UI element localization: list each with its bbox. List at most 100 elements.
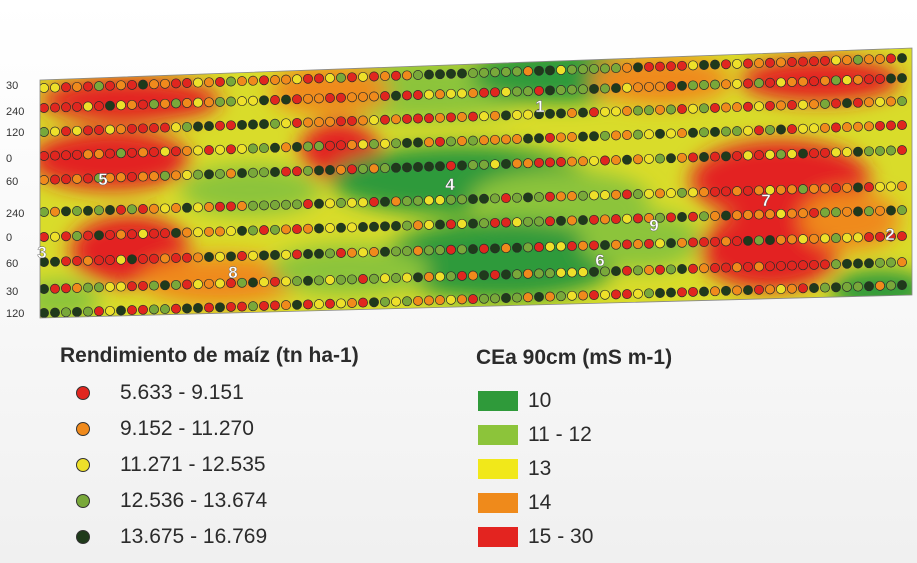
yield-point bbox=[556, 85, 566, 95]
yield-point bbox=[204, 302, 214, 313]
yield-point bbox=[688, 127, 698, 138]
yield-point bbox=[72, 283, 82, 293]
yield-point bbox=[732, 126, 742, 137]
yield-point bbox=[523, 216, 533, 227]
yield-point bbox=[666, 81, 676, 92]
yield-point bbox=[523, 292, 533, 303]
yield-point bbox=[490, 217, 500, 228]
yield-point bbox=[545, 191, 555, 202]
yield-point bbox=[897, 96, 907, 107]
yield-point bbox=[699, 263, 709, 274]
yield-point bbox=[160, 304, 170, 315]
yield-point bbox=[138, 228, 148, 239]
yield-point bbox=[292, 74, 302, 85]
yield-point bbox=[50, 126, 60, 137]
yield-point bbox=[688, 103, 698, 114]
yield-point bbox=[490, 269, 500, 280]
yield-point bbox=[556, 108, 566, 119]
yield-point bbox=[677, 237, 687, 248]
yield-point bbox=[61, 206, 71, 217]
row-label: 30 bbox=[6, 80, 19, 92]
yield-point bbox=[259, 143, 269, 154]
cea-legend-swatch bbox=[478, 527, 518, 547]
yield-point bbox=[479, 87, 489, 98]
yield-point bbox=[259, 277, 269, 288]
yield-point bbox=[248, 143, 258, 154]
yield-legend-item: 9.152 - 11.270 bbox=[76, 414, 254, 444]
yield-point bbox=[721, 262, 731, 273]
yield-point bbox=[842, 55, 852, 66]
yield-point bbox=[897, 181, 907, 192]
yield-point bbox=[699, 80, 709, 90]
yield-point bbox=[314, 141, 324, 152]
yield-point bbox=[611, 289, 621, 300]
yield-point bbox=[369, 197, 379, 207]
cea-legend-item: 15 - 30 bbox=[478, 523, 593, 551]
yield-point bbox=[578, 267, 588, 278]
yield-point bbox=[468, 244, 478, 255]
yield-point bbox=[809, 99, 819, 110]
yield-point bbox=[776, 284, 786, 295]
yield-legend-label: 9.152 - 11.270 bbox=[120, 417, 254, 440]
yield-point bbox=[391, 114, 401, 125]
yield-point bbox=[391, 246, 401, 257]
yield-point bbox=[226, 301, 236, 312]
yield-point bbox=[336, 92, 346, 103]
yield-point bbox=[424, 137, 434, 148]
yield-point bbox=[688, 187, 698, 198]
yield-point bbox=[204, 226, 214, 237]
yield-point bbox=[336, 72, 346, 83]
yield-point bbox=[479, 243, 489, 254]
yield-point bbox=[633, 288, 643, 299]
yield-point bbox=[710, 211, 720, 221]
yield-point bbox=[743, 125, 753, 136]
yield-point bbox=[303, 249, 313, 259]
yield-point bbox=[710, 263, 720, 273]
yield-point bbox=[567, 64, 577, 75]
yield-point bbox=[523, 133, 533, 144]
yield-point bbox=[677, 104, 687, 115]
yield-legend-item: 13.675 - 16.769 bbox=[76, 522, 267, 552]
zone-label: 1 bbox=[535, 97, 544, 116]
cea-legend-item: 10 bbox=[478, 387, 551, 415]
yield-point bbox=[402, 90, 412, 101]
yield-point bbox=[314, 117, 324, 128]
yield-legend-item: 12.536 - 13.674 bbox=[76, 486, 267, 516]
yield-point bbox=[182, 202, 192, 213]
yield-point bbox=[765, 209, 775, 220]
cea-legend-label: 10 bbox=[528, 389, 552, 412]
yield-point bbox=[138, 304, 148, 315]
yield-point bbox=[842, 122, 852, 133]
yield-point bbox=[424, 195, 434, 206]
yield-point bbox=[853, 54, 863, 65]
yield-point bbox=[391, 221, 401, 231]
yield-point bbox=[886, 120, 896, 131]
yield-point bbox=[688, 60, 698, 71]
yield-point bbox=[83, 149, 93, 160]
yield-point bbox=[248, 250, 258, 261]
yield-point bbox=[875, 205, 885, 216]
yield-point bbox=[237, 96, 247, 107]
yield-point bbox=[787, 124, 797, 135]
yield-point bbox=[578, 107, 588, 118]
yield-point bbox=[127, 99, 137, 110]
yield-point bbox=[281, 199, 291, 210]
yield-point bbox=[94, 173, 104, 184]
yield-point bbox=[325, 73, 335, 83]
yield-point bbox=[600, 106, 610, 117]
yield-point bbox=[479, 67, 489, 78]
yield-point bbox=[864, 97, 874, 108]
yield-point bbox=[50, 283, 60, 294]
yield-point bbox=[369, 221, 379, 232]
yield-point bbox=[424, 89, 434, 100]
yield-point bbox=[160, 170, 170, 181]
yield-point bbox=[446, 244, 456, 255]
yield-point bbox=[479, 293, 489, 304]
yield-point bbox=[666, 264, 676, 275]
yield-point bbox=[633, 154, 643, 165]
yield-point bbox=[149, 228, 159, 239]
yield-point bbox=[732, 210, 742, 221]
yield-point bbox=[171, 303, 181, 314]
yield-point bbox=[611, 130, 621, 141]
yield-point bbox=[534, 157, 544, 168]
